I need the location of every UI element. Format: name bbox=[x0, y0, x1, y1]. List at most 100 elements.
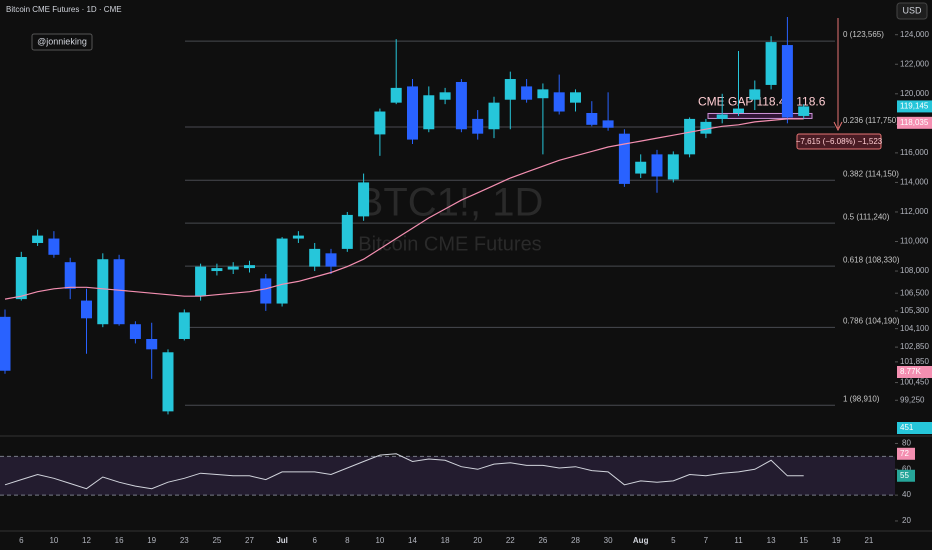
candle-body bbox=[97, 259, 109, 325]
rsi-badge-label: 72 bbox=[900, 449, 909, 458]
x-tick-label: 19 bbox=[147, 536, 156, 545]
rsi-badge bbox=[897, 469, 915, 482]
candle-body bbox=[602, 120, 614, 128]
x-tick-label: 23 bbox=[180, 536, 189, 545]
candle-body bbox=[537, 89, 549, 99]
candle-body bbox=[407, 86, 418, 140]
candle-body bbox=[358, 182, 370, 217]
y-tick-label: 106,500 bbox=[900, 288, 929, 297]
fib-label: 0.5 (111,240) bbox=[843, 212, 890, 221]
x-tick-label: 7 bbox=[704, 536, 709, 545]
y-tick-label: 102,850 bbox=[900, 342, 929, 351]
price-badge bbox=[897, 100, 932, 113]
candle-body bbox=[390, 87, 402, 103]
candle-body bbox=[211, 268, 223, 272]
candle-body bbox=[227, 266, 239, 270]
y-tick-label: 100,450 bbox=[900, 378, 929, 387]
rsi-line bbox=[4, 453, 804, 490]
x-tick-label: 6 bbox=[19, 536, 24, 545]
watermark: BTC1!, 1D bbox=[357, 181, 544, 225]
y-tick-label: 112,000 bbox=[900, 207, 929, 216]
y-tick-label: 110,000 bbox=[900, 237, 929, 246]
rsi-badge-label: 55 bbox=[900, 471, 909, 480]
volume-badge-label: 8.77K bbox=[900, 367, 922, 376]
candle-body bbox=[374, 111, 386, 135]
candle-body bbox=[700, 121, 712, 134]
fib-label: 0.236 (117,750) bbox=[843, 116, 899, 125]
fib-label: 0.382 (114,150) bbox=[843, 169, 899, 178]
candle-body bbox=[781, 45, 793, 118]
y-tick-label: 120,000 bbox=[900, 89, 929, 98]
candle-body bbox=[162, 352, 174, 412]
candle-body bbox=[651, 154, 663, 177]
x-tick-label: 6 bbox=[312, 536, 317, 545]
x-tick-label: 21 bbox=[864, 536, 873, 545]
candle-body bbox=[0, 316, 11, 371]
fib-label: 0.786 (104,190) bbox=[843, 316, 900, 325]
volume-badge bbox=[897, 422, 932, 434]
measure-box bbox=[796, 133, 882, 150]
x-tick-label: 10 bbox=[375, 536, 384, 545]
candle-body bbox=[455, 81, 467, 130]
chart-title: Bitcoin CME Futures · 1D · CME bbox=[6, 5, 122, 14]
x-tick-label: 19 bbox=[832, 536, 841, 545]
x-tick-label: 28 bbox=[571, 536, 580, 545]
fib-label: 0.618 (108,330) bbox=[843, 255, 900, 264]
candle-body bbox=[48, 238, 60, 255]
price-badge-label: 118,035 bbox=[900, 118, 929, 127]
candle-body bbox=[488, 102, 500, 130]
x-tick-label: 12 bbox=[82, 536, 91, 545]
candle-body bbox=[423, 95, 435, 130]
y-tick-label: 116,000 bbox=[900, 148, 929, 157]
author: @jonnieking bbox=[37, 36, 87, 46]
candle-body bbox=[260, 278, 272, 304]
x-tick-label: 18 bbox=[441, 536, 450, 545]
x-tick-label: 11 bbox=[734, 536, 743, 545]
candle-body bbox=[32, 235, 44, 243]
x-tick-label: 10 bbox=[49, 536, 58, 545]
x-tick-label: 22 bbox=[506, 536, 515, 545]
moving-average bbox=[4, 118, 804, 300]
y-tick-label: 101,850 bbox=[900, 357, 929, 366]
candle-body bbox=[113, 259, 125, 325]
candle-body bbox=[521, 86, 533, 100]
candle-body bbox=[570, 92, 581, 103]
candle-body bbox=[472, 118, 484, 134]
candle-body bbox=[178, 312, 190, 339]
x-tick-label: 5 bbox=[671, 536, 676, 545]
currency: USD bbox=[902, 5, 922, 15]
y-tick-label: 99,250 bbox=[900, 395, 925, 404]
volume-badge-label: 451 bbox=[900, 423, 914, 432]
candle-body bbox=[129, 324, 141, 339]
y-tick-label: 108,000 bbox=[900, 266, 929, 275]
candle-body bbox=[684, 118, 696, 155]
rsi-tick-label: 40 bbox=[902, 490, 911, 499]
gap-box bbox=[707, 112, 813, 119]
candle-body bbox=[292, 235, 304, 239]
watermark-subtitle: Bitcoin CME Futures bbox=[358, 233, 541, 255]
rsi-tick-label: 60 bbox=[902, 464, 911, 473]
candle-body bbox=[81, 300, 92, 319]
candle-body bbox=[618, 133, 630, 184]
candle-body bbox=[244, 265, 255, 269]
candle-body bbox=[765, 42, 777, 85]
candle-body bbox=[733, 108, 744, 113]
x-tick-label: 27 bbox=[245, 536, 254, 545]
candle-body bbox=[309, 248, 321, 267]
candle-body bbox=[439, 92, 451, 100]
x-tick-label: 13 bbox=[767, 536, 776, 545]
x-tick-label: 14 bbox=[408, 536, 417, 545]
candle-body bbox=[716, 114, 728, 119]
candle-body bbox=[504, 79, 516, 100]
candle-body bbox=[553, 92, 565, 112]
candle-body bbox=[341, 214, 353, 249]
currency-box[interactable] bbox=[896, 2, 928, 20]
measure-label: −7,615 (−6.08%) −1,523 bbox=[796, 137, 883, 146]
x-tick-label: 16 bbox=[115, 536, 124, 545]
x-tick-label: 25 bbox=[212, 536, 221, 545]
rsi-tick-label: 80 bbox=[902, 439, 911, 448]
x-tick-label: Aug bbox=[633, 536, 649, 545]
price-badge-label: 119,145 bbox=[900, 102, 929, 111]
candle-body bbox=[325, 253, 337, 267]
